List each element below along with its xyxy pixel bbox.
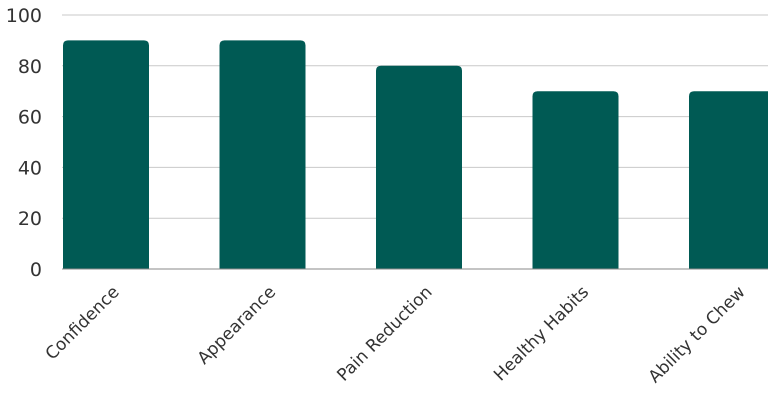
x-tick-label: Appearance — [194, 282, 280, 368]
x-tick-label: Confidence — [42, 282, 124, 364]
x-tick-label: Pain Reduction — [333, 282, 436, 385]
bar-pain-reduction — [376, 65, 462, 269]
y-tick-label: 40 — [18, 157, 42, 179]
y-tick-label: 20 — [18, 208, 42, 230]
y-axis-tick-labels: 0 20 40 60 80 100 — [6, 5, 42, 281]
y-tick-label: 80 — [18, 56, 42, 78]
y-tick-label: 60 — [18, 107, 42, 129]
x-tick-label: Healthy Habits — [490, 282, 593, 385]
y-tick-label: 100 — [6, 5, 42, 27]
bars — [63, 40, 768, 270]
bar-appearance — [219, 40, 306, 270]
x-tick-label: Ability to Chew — [645, 282, 750, 387]
y-tick-label: 0 — [30, 259, 42, 281]
bar-ability-to-chew — [689, 91, 768, 269]
x-axis-tick-labels: Confidence Appearance Pain Reduction Health… — [42, 282, 750, 387]
bar-healthy-habits — [532, 91, 619, 269]
bar-confidence — [63, 40, 149, 270]
